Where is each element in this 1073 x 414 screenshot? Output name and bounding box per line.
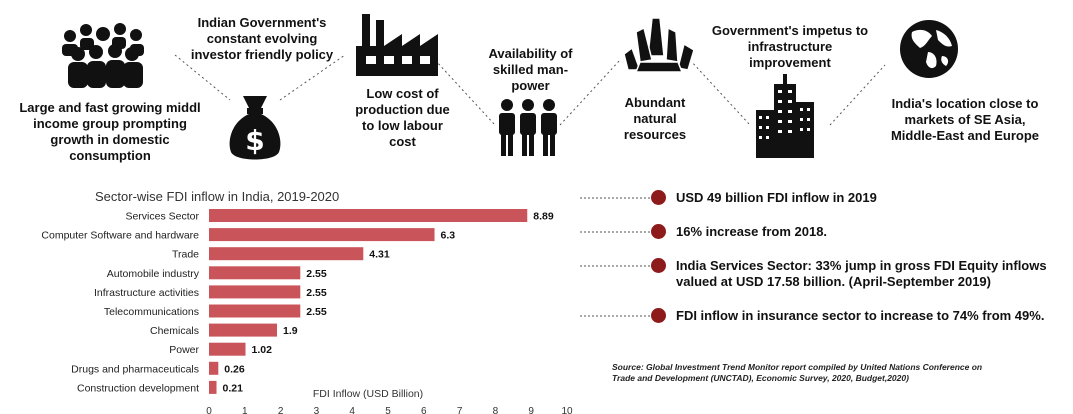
bar	[209, 323, 278, 337]
bar-value-label: 4.31	[369, 249, 390, 261]
source-note: Source: Global Investment Trend Monitor …	[612, 362, 983, 383]
category-label: Computer Software and hardware	[41, 230, 199, 242]
bar	[209, 266, 301, 280]
bar-value-label: 0.21	[223, 382, 244, 394]
category-label: Automobile industry	[107, 268, 200, 280]
bullet-dot	[651, 308, 666, 323]
x-tick-label: 0	[206, 406, 212, 414]
crystals-icon	[622, 14, 697, 76]
x-tick-label: 2	[278, 406, 284, 414]
skyscraper-icon	[750, 70, 820, 158]
fdi-bar-chart: Services Sector 8.89 Computer Software and…	[41, 209, 573, 414]
category-label: Chemicals	[150, 325, 199, 337]
bar-value-label: 1.9	[283, 325, 298, 337]
stat-text: 16% increase from 2018.	[676, 224, 828, 239]
bar-value-label: 2.55	[306, 287, 327, 299]
connector-lines	[174, 54, 886, 126]
feature-caption-investor-policy: Indian Government's constant evolving in…	[190, 15, 334, 62]
bar-value-label: 8.89	[533, 211, 554, 223]
bar	[209, 380, 217, 394]
x-tick-label: 3	[314, 406, 320, 414]
category-label: Trade	[172, 249, 199, 261]
stat-text: USD 49 billion FDI inflow in 2019	[676, 190, 877, 205]
x-tick-label: 7	[457, 406, 463, 414]
category-label: Services Sector	[125, 211, 199, 223]
stat-item: USD 49 billion FDI inflow in 2019	[651, 190, 877, 206]
stat-leader-lines	[580, 197, 651, 317]
chart-title: Sector-wise FDI inflow in India, 2019-20…	[95, 189, 340, 204]
stat-item: 16% increase from 2018.	[651, 224, 827, 240]
x-tick-label: 1	[242, 406, 248, 414]
bar-value-label: 2.55	[306, 306, 327, 318]
feature-caption-skilled-manpower: Availability of skilled man- power	[488, 46, 573, 93]
bar	[209, 342, 246, 356]
crowd-icon	[58, 20, 153, 90]
category-label: Telecommunications	[104, 306, 199, 318]
bar	[209, 361, 219, 375]
stat-text: India Services Sector: 33% jump in gross…	[676, 258, 1047, 289]
bullet-dot	[651, 258, 666, 273]
feature-caption-infrastructure: Government's impetus to infrastructure i…	[711, 23, 869, 70]
feature-caption-low-cost: Low cost of production due to low labour…	[355, 86, 450, 149]
bar	[209, 228, 435, 242]
bar-value-label: 2.55	[306, 268, 327, 280]
factory-icon	[352, 8, 442, 76]
feature-caption-natural-resources: Abundant natural resources	[623, 95, 687, 142]
bar-value-label: 6.3	[441, 230, 456, 242]
feature-caption-location: India's location close to markets of SE …	[890, 96, 1040, 143]
stat-text: FDI inflow in insurance sector to increa…	[676, 308, 1045, 323]
bar	[209, 209, 528, 222]
x-tick-label: 4	[349, 406, 355, 414]
x-tick-label: 8	[493, 406, 499, 414]
bar-value-label: 1.02	[252, 344, 273, 356]
x-tick-label: 5	[385, 406, 391, 414]
bar	[209, 304, 301, 318]
stat-item: FDI inflow in insurance sector to increa…	[651, 308, 1044, 324]
dollar-sign: $	[245, 124, 264, 157]
category-label: Drugs and pharmaceuticals	[71, 363, 199, 375]
x-tick-label: 6	[421, 406, 427, 414]
bullet-dot	[651, 224, 666, 239]
stat-item: India Services Sector: 33% jump in gross…	[651, 258, 1047, 290]
x-tick-label: 9	[528, 406, 534, 414]
feature-caption-middle-class: Large and fast growing middl income grou…	[19, 100, 201, 163]
bar	[209, 285, 301, 299]
workers-icon	[497, 98, 559, 156]
money-bag-icon: $	[225, 92, 285, 164]
x-axis-title: FDI Inflow (USD Billion)	[313, 388, 423, 400]
category-label: Power	[169, 344, 199, 356]
category-label: Infrastructure activities	[94, 287, 199, 299]
bar	[209, 247, 364, 261]
bar-value-label: 0.26	[224, 363, 245, 375]
category-label: Construction development	[77, 382, 199, 394]
x-tick-label: 10	[561, 406, 573, 414]
bullet-dot	[651, 190, 666, 205]
globe-icon	[898, 18, 960, 80]
